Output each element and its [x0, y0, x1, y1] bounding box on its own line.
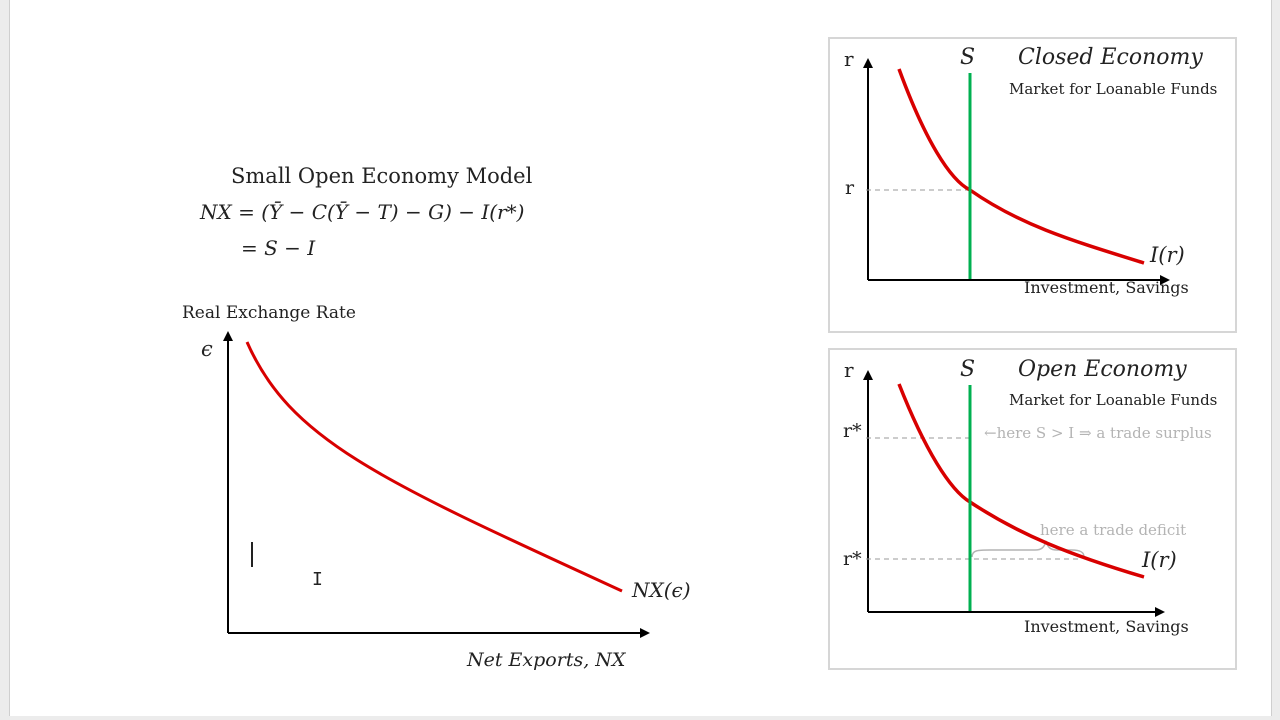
closed-investment-label: I(r) [1150, 243, 1185, 267]
nx-curve-label: NX(ϵ) [632, 578, 691, 602]
nx-equation-identity: = S − I [241, 236, 316, 260]
closed-x-label: Investment, Savings [1024, 278, 1189, 297]
open-y-label: r [844, 358, 854, 382]
epsilon-symbol: ϵ [201, 337, 213, 361]
open-subtitle: Market for Loanable Funds [1009, 391, 1218, 409]
open-r-star-low: r* [843, 548, 862, 570]
open-s-label: S [960, 357, 976, 382]
open-economy-panel [828, 348, 1237, 670]
closed-y-label: r [844, 47, 854, 71]
closed-subtitle: Market for Loanable Funds [1009, 80, 1218, 98]
closed-s-label: S [960, 45, 976, 70]
model-title: Small Open Economy Model [231, 164, 533, 188]
open-title: Open Economy [1018, 357, 1187, 382]
closed-title: Closed Economy [1018, 45, 1203, 70]
closed-r-tick: r [845, 177, 855, 199]
trade-deficit-note: here a trade deficit [1040, 521, 1187, 539]
open-investment-label: I(r) [1142, 548, 1177, 572]
text-cursor [251, 542, 253, 567]
ibeam-cursor-icon: I [312, 569, 323, 590]
nx-equation: NX = (Ȳ − C(Ȳ − T) − G) − I(r*) [200, 200, 525, 224]
open-x-label: Investment, Savings [1024, 617, 1189, 636]
x-axis-title: Net Exports, NX [467, 649, 626, 671]
open-investment-curve [897, 383, 1145, 579]
nx-curve [245, 341, 623, 593]
trade-surplus-note: ←here S > I ⇒ a trade surplus [984, 424, 1212, 442]
closed-economy-panel [828, 37, 1237, 333]
y-axis-title: Real Exchange Rate [182, 303, 356, 323]
open-r-star-high: r* [843, 420, 862, 442]
